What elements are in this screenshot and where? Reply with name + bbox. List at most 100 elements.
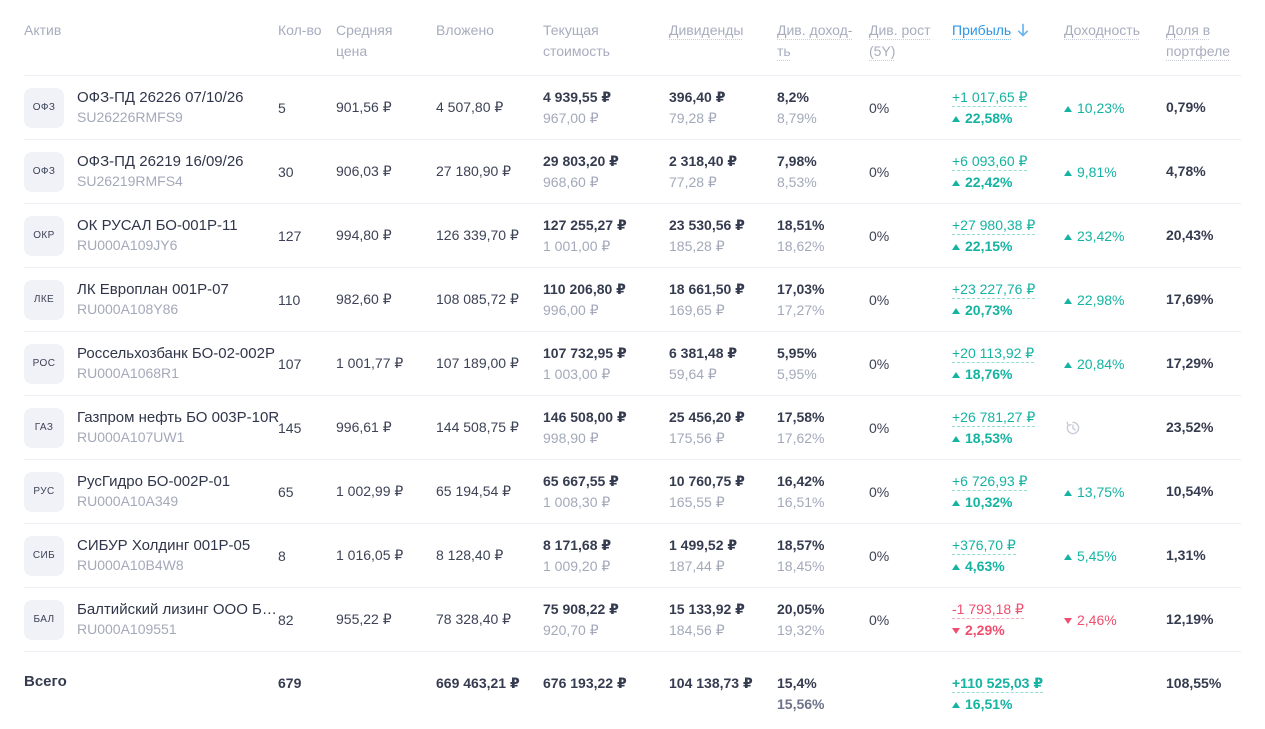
- asset-badge: ГАЗ: [24, 407, 64, 448]
- trend-icon: [1064, 361, 1072, 368]
- current-price: 967,00 ₽: [543, 110, 599, 126]
- div-yield: 17,03%: [777, 281, 825, 297]
- column-header-qty[interactable]: Кол-во: [278, 22, 322, 38]
- current-price: 998,90 ₽: [543, 430, 599, 446]
- profit-percent: 22,42%: [965, 173, 1013, 190]
- asset-isin: SU26219RMFS4: [77, 173, 183, 189]
- column-header-profit[interactable]: Прибыль: [952, 20, 1064, 41]
- return-cell: 5,45%: [1064, 548, 1166, 564]
- invested-cell: 78 328,40 ₽: [436, 611, 512, 627]
- current-value: 8 171,68 ₽: [543, 537, 612, 553]
- qty-cell: 107: [278, 355, 302, 372]
- dividends-total: 2 318,40 ₽: [669, 153, 738, 169]
- qty-cell: 145: [278, 419, 302, 436]
- column-header-asset[interactable]: Актив: [24, 22, 62, 38]
- div-growth-cell: 0%: [869, 547, 890, 564]
- table-header: Актив Кол-во Средняя цена Вложено Текуща…: [24, 0, 1241, 76]
- dividends-per-unit: 77,28 ₽: [669, 174, 717, 190]
- dividends-cell: 25 456,20 ₽ 175,56 ₽: [669, 407, 777, 448]
- profit-value[interactable]: +20 113,92 ₽: [952, 344, 1035, 363]
- asset-badge: БАЛ: [24, 599, 64, 640]
- avg-price-cell: 1 001,77 ₽: [336, 355, 404, 371]
- asset-name: ЛК Европлан 001Р-07: [77, 281, 229, 298]
- asset-cell: ГАЗ Газпром нефть БО 003Р-10R RU000A107U…: [24, 407, 280, 448]
- return-value: 10,23%: [1064, 100, 1124, 116]
- dividends-cell: 23 530,56 ₽ 185,28 ₽: [669, 215, 777, 256]
- table-row[interactable]: ЛКЕ ЛК Европлан 001Р-07 RU000A108Y86 110…: [24, 268, 1241, 332]
- return-cell: 9,81%: [1064, 164, 1166, 180]
- invested-cell: 4 507,80 ₽: [436, 99, 504, 115]
- profit-value[interactable]: +26 781,27 ₽: [952, 408, 1036, 427]
- table-row[interactable]: СИБ СИБУР Холдинг 001Р-05 RU000A10B4W8 8…: [24, 524, 1241, 588]
- current-value: 29 803,20 ₽: [543, 153, 619, 169]
- total-invested: 669 463,21 ₽: [436, 675, 520, 691]
- return-value: 23,42%: [1064, 228, 1124, 244]
- total-profit-percent: 16,51%: [965, 696, 1013, 712]
- dividends-per-unit: 184,56 ₽: [669, 622, 725, 638]
- div-yield: 18,51%: [777, 217, 825, 233]
- asset-isin: RU000A109551: [77, 621, 177, 637]
- current-value: 107 732,95 ₽: [543, 345, 627, 361]
- share-cell: 1,31%: [1166, 547, 1206, 563]
- column-header-div-yield[interactable]: Див. доход-ть: [777, 22, 853, 59]
- column-header-current-value[interactable]: Текущая стоимость: [543, 22, 610, 59]
- div-yield-cell: 18,57% 18,45%: [777, 535, 869, 576]
- avg-price-cell: 1 002,99 ₽: [336, 483, 404, 499]
- avg-price-cell: 955,22 ₽: [336, 611, 392, 627]
- div-yield: 16,42%: [777, 473, 825, 489]
- profit-value[interactable]: +6 093,60 ₽: [952, 152, 1028, 171]
- asset-isin: RU000A1068R1: [77, 365, 179, 381]
- profit-value[interactable]: +27 980,38 ₽: [952, 216, 1036, 235]
- asset-badge: ОКР: [24, 215, 64, 256]
- history-icon[interactable]: [1064, 419, 1082, 437]
- div-yield-alt: 18,62%: [777, 238, 825, 254]
- current-value-cell: 107 732,95 ₽ 1 003,00 ₽: [543, 343, 669, 384]
- total-profit-value[interactable]: +110 525,03 ₽: [952, 675, 1044, 693]
- profit-cell: +26 781,27 ₽ 18,53%: [952, 407, 1064, 449]
- total-profit-cell: +110 525,03 ₽ 16,51%: [952, 673, 1064, 715]
- asset-name: ОК РУСАЛ БО-001Р-11: [77, 217, 238, 234]
- asset-badge: ЛКЕ: [24, 279, 64, 320]
- column-header-avg-price[interactable]: Средняя цена: [336, 22, 393, 59]
- table-row[interactable]: ОКР ОК РУСАЛ БО-001Р-11 RU000A109JY6 127…: [24, 204, 1241, 268]
- profit-percent: 4,63%: [965, 557, 1005, 574]
- column-header-dividends[interactable]: Дивиденды: [669, 22, 744, 38]
- profit-percent: 22,15%: [965, 237, 1013, 254]
- invested-cell: 108 085,72 ₽: [436, 291, 519, 307]
- asset-cell: ОФЗ ОФЗ-ПД 26226 07/10/26 SU26226RMFS9: [24, 87, 278, 128]
- trend-icon: [952, 371, 960, 378]
- profit-value[interactable]: +1 017,65 ₽: [952, 88, 1028, 107]
- profit-value[interactable]: +23 227,76 ₽: [952, 280, 1036, 299]
- table-row[interactable]: ГАЗ Газпром нефть БО 003Р-10R RU000A107U…: [24, 396, 1241, 460]
- dividends-total: 1 499,52 ₽: [669, 537, 738, 553]
- profit-value[interactable]: -1 793,18 ₽: [952, 600, 1024, 619]
- share-cell: 23,52%: [1166, 419, 1214, 435]
- table-row[interactable]: ОФЗ ОФЗ-ПД 26219 16/09/26 SU26219RMFS4 3…: [24, 140, 1241, 204]
- profit-percent: 22,58%: [965, 109, 1013, 126]
- dividends-cell: 10 760,75 ₽ 165,55 ₽: [669, 471, 777, 512]
- profit-value[interactable]: +6 726,93 ₽: [952, 472, 1028, 491]
- profit-value[interactable]: +376,70 ₽: [952, 536, 1016, 555]
- column-header-portfolio-share[interactable]: Доля в портфеле: [1166, 22, 1231, 59]
- column-header-invested[interactable]: Вложено: [436, 22, 494, 38]
- return-cell: 22,98%: [1064, 292, 1166, 308]
- asset-name: Газпром нефть БО 003Р-10R: [77, 409, 280, 426]
- asset-cell: БАЛ Балтийский лизинг ООО Б… RU000A10955…: [24, 599, 278, 640]
- return-value: 20,84%: [1064, 356, 1124, 372]
- column-header-return[interactable]: Доходность: [1064, 22, 1140, 38]
- trend-icon: [952, 563, 960, 570]
- asset-isin: SU26226RMFS9: [77, 109, 183, 125]
- table-row[interactable]: БАЛ Балтийский лизинг ООО Б… RU000A10955…: [24, 588, 1241, 652]
- table-row[interactable]: РУС РусГидро БО-002Р-01 RU000A10A349 65 …: [24, 460, 1241, 524]
- column-header-div-growth-5y[interactable]: Див. рост (5Y): [869, 22, 931, 59]
- table-row[interactable]: ОФЗ ОФЗ-ПД 26226 07/10/26 SU26226RMFS9 5…: [24, 76, 1241, 140]
- return-cell: 10,23%: [1064, 100, 1166, 116]
- asset-cell: СИБ СИБУР Холдинг 001Р-05 RU000A10B4W8: [24, 535, 278, 576]
- qty-cell: 65: [278, 483, 294, 500]
- table-row[interactable]: РОС Россельхозбанк БО-02-002Р RU000A1068…: [24, 332, 1241, 396]
- div-growth-cell: 0%: [869, 227, 890, 244]
- profit-cell: +20 113,92 ₽ 18,76%: [952, 343, 1064, 385]
- asset-isin: RU000A107UW1: [77, 429, 185, 445]
- current-value-cell: 29 803,20 ₽ 968,60 ₽: [543, 151, 669, 192]
